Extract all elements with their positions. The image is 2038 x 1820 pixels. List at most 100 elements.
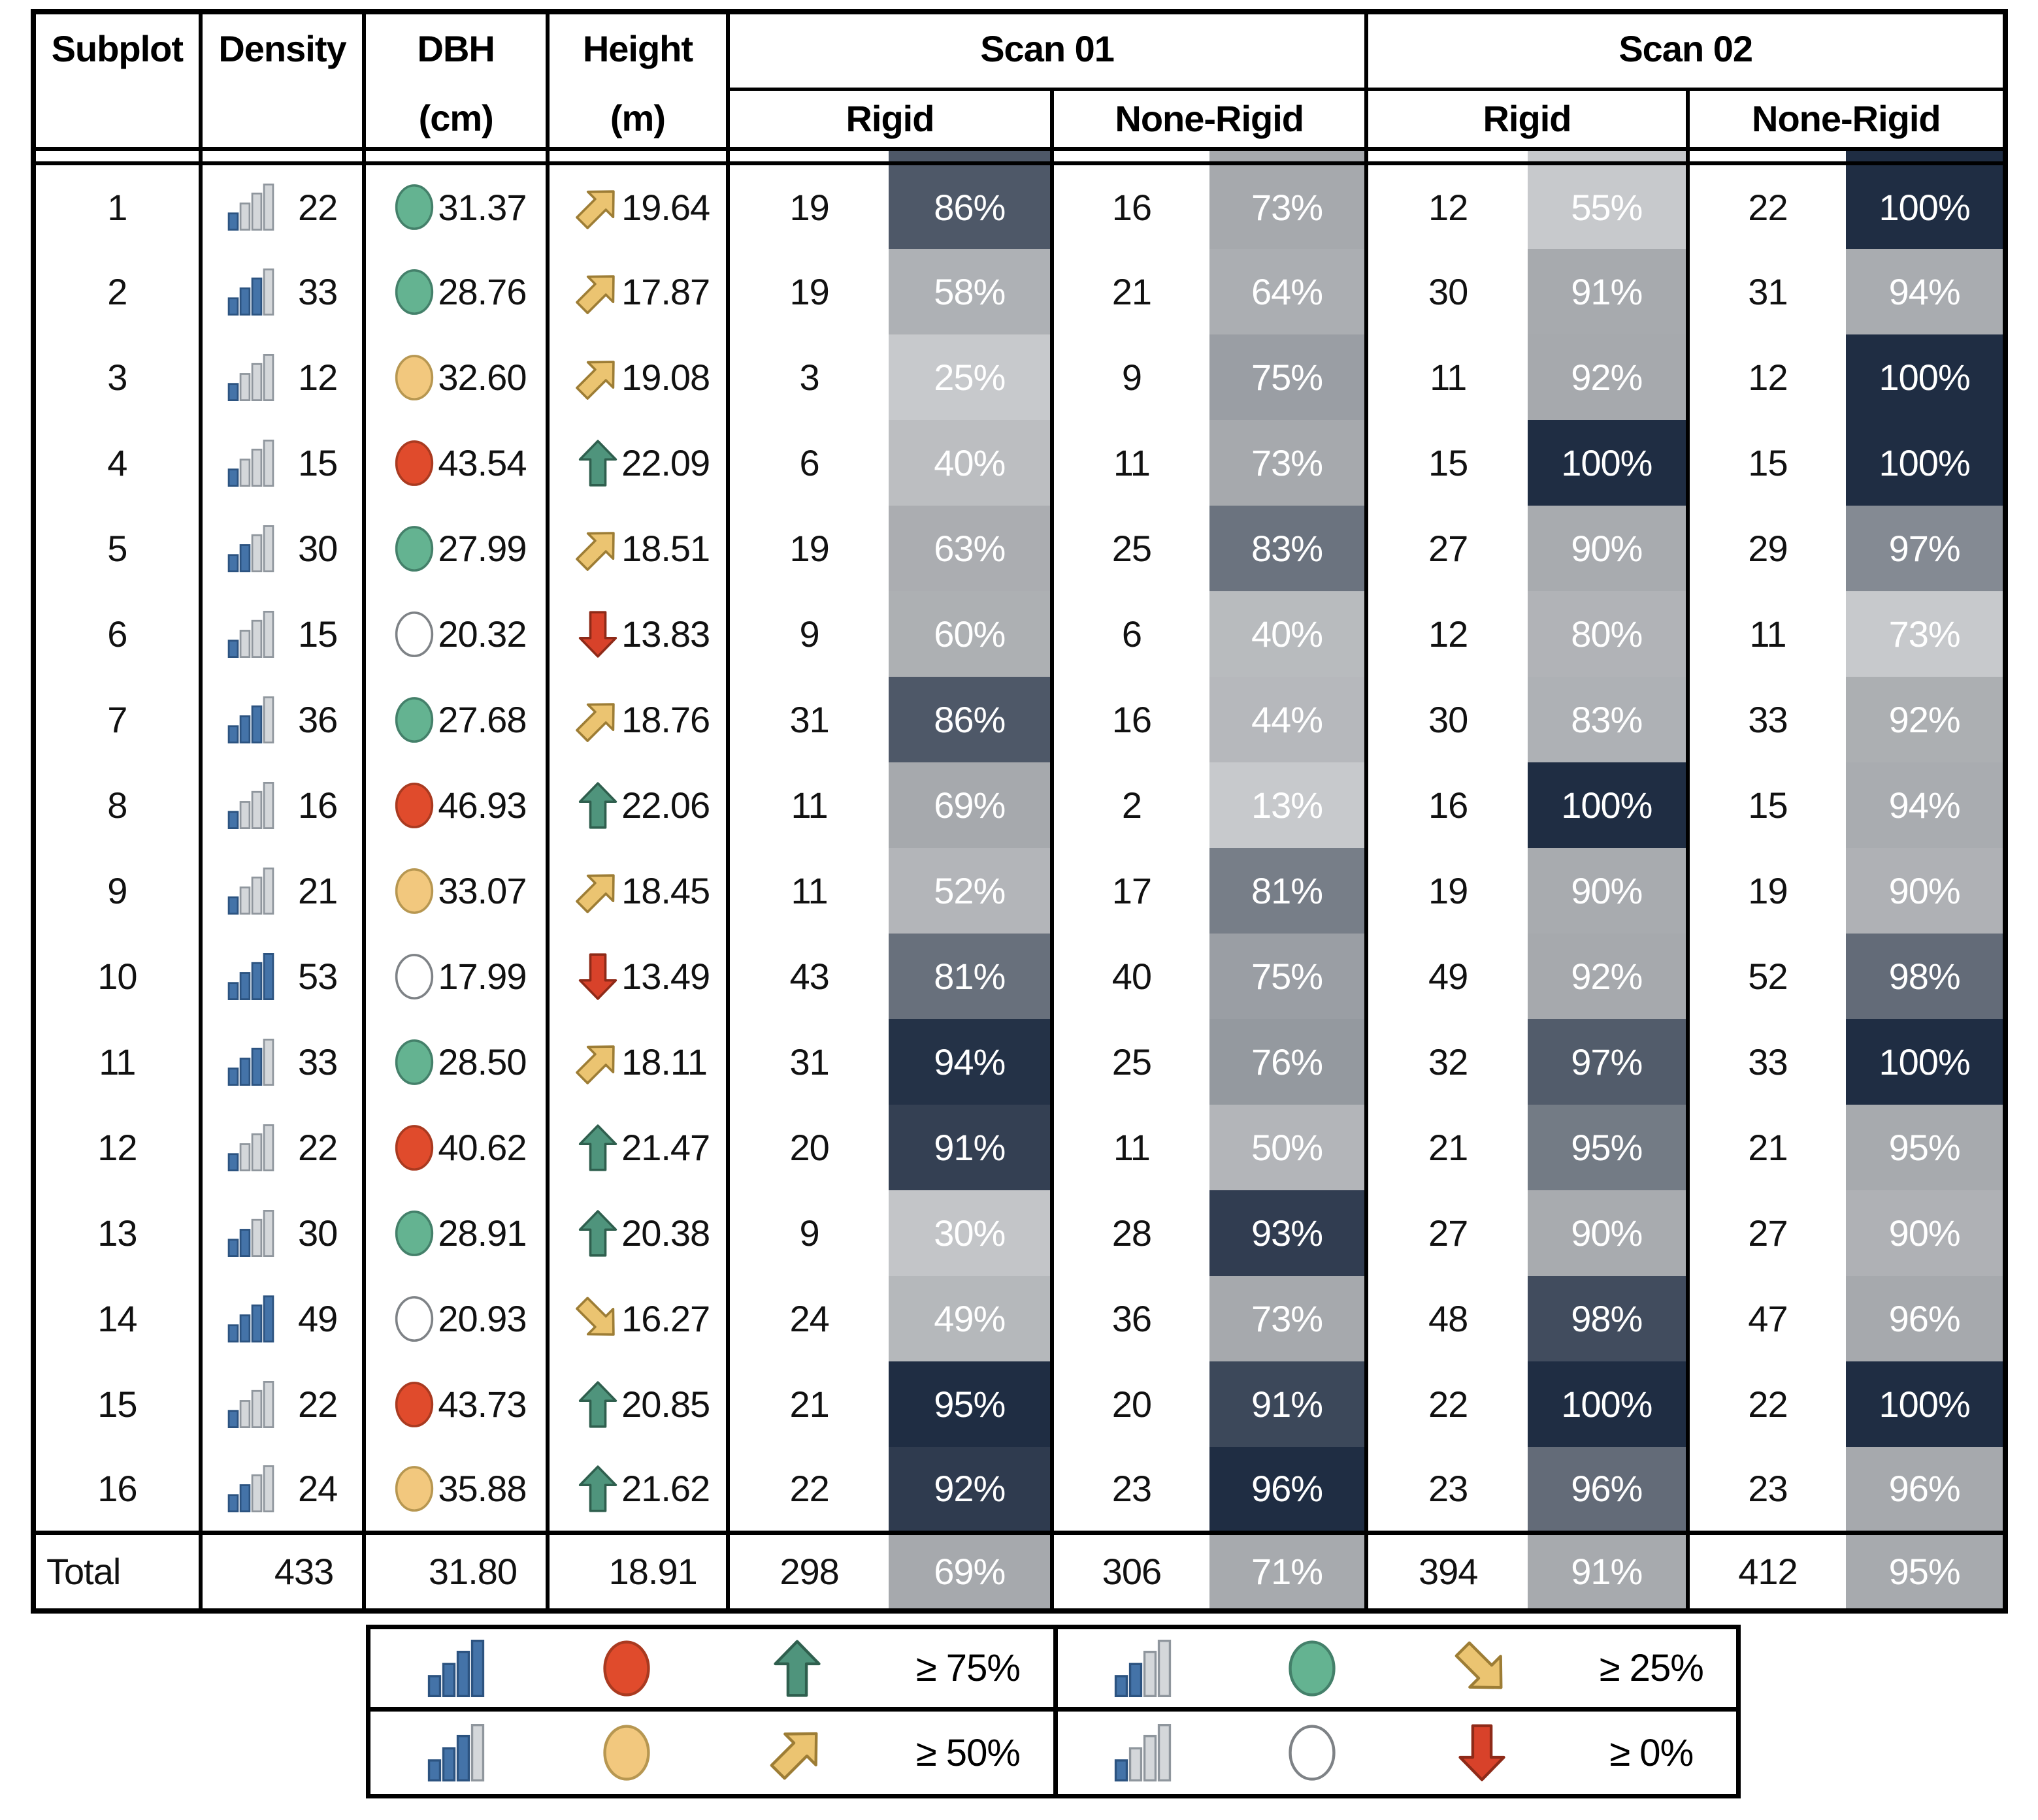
density-bars-icon (227, 610, 274, 658)
subplot-cell: 8 (33, 762, 203, 848)
height-arrow-icon (574, 1465, 621, 1512)
legend-arrow-icon (768, 1638, 826, 1698)
legend: ≥ 75% ≥ 25% ≥ 50% ≥ 0% (366, 1625, 1741, 1798)
col-header-dbh: DBH (364, 12, 550, 89)
total-row: Total 433 31.80 18.91 298 69% 306 71% 39… (33, 1530, 2005, 1611)
scan01-none-rigid-count: 28 (1052, 1190, 1209, 1276)
height-value: 21.62 (621, 1468, 710, 1510)
dbh-value: 43.54 (438, 442, 527, 483)
dbh-value: 46.93 (438, 785, 527, 826)
scan01-rigid-count: 19 (727, 506, 889, 591)
scan01-none-rigid-count: 36 (1052, 1276, 1209, 1361)
density-value: 30 (298, 528, 338, 569)
density-bars-icon (227, 268, 274, 316)
scan01-none-rigid-count: 25 (1052, 1019, 1209, 1105)
dbh-circle-icon (391, 268, 438, 316)
scan02-none-rigid-pct: 90% (1846, 1190, 2005, 1276)
dbh-circle-icon (391, 1381, 438, 1428)
density-cell: 33 (200, 1019, 367, 1105)
scan01-none-rigid-pct: 91% (1209, 1361, 1369, 1447)
table-row: 2 33 28.76 17.87 19 58% (33, 249, 2005, 334)
dbh-cell: 43.73 (364, 1361, 550, 1447)
subplot-cell: 5 (33, 506, 203, 591)
subplot-cell: 12 (33, 1105, 203, 1190)
height-value: 13.49 (621, 956, 710, 997)
dbh-cell: 46.93 (364, 762, 550, 848)
scan01-none-rigid-count: 40 (1052, 934, 1209, 1019)
scan02-none-rigid-count: 19 (1687, 848, 1847, 934)
height-cell: 21.62 (548, 1447, 730, 1533)
dbh-circle-icon (391, 611, 438, 658)
density-value: 33 (298, 271, 338, 312)
height-arrow-icon (574, 781, 621, 829)
scan02-rigid-pct: 100% (1527, 1361, 1690, 1447)
height-value: 19.64 (621, 186, 710, 228)
scan01-rigid-count: 43 (727, 934, 889, 1019)
dbh-circle-icon (391, 782, 438, 829)
scan01-none-rigid-pct: 13% (1209, 762, 1369, 848)
scan02-none-rigid-count: 15 (1687, 762, 1847, 848)
scan02-rigid-count: 49 (1366, 934, 1528, 1019)
col-header-scan01: Scan 01 (727, 12, 1369, 89)
height-cell: 20.85 (548, 1361, 730, 1447)
scan01-none-rigid-count: 11 (1052, 420, 1209, 506)
scan02-rigid-count: 32 (1366, 1019, 1528, 1105)
table-row: 10 53 17.99 13.49 43 81% (33, 934, 2005, 1019)
scan02-none-rigid-pct: 73% (1846, 591, 2005, 677)
scan01-rigid-count: 19 (727, 163, 889, 249)
dbh-value: 20.32 (438, 613, 527, 655)
dbh-cell: 28.76 (364, 249, 550, 334)
scan01-none-rigid-count: 16 (1052, 677, 1209, 762)
dbh-cell: 20.93 (364, 1276, 550, 1361)
height-arrow-icon (574, 696, 621, 743)
height-cell: 19.08 (548, 334, 730, 420)
scan02-rigid-count: 27 (1366, 1190, 1528, 1276)
dbh-circle-icon (391, 1295, 438, 1342)
scan02-none-rigid-count: 33 (1687, 677, 1847, 762)
scan01-none-rigid-count: 21 (1052, 249, 1209, 334)
scan01-none-rigid-pct: 96% (1209, 1447, 1369, 1533)
legend-threshold-label: ≥ 0% (1609, 1731, 1694, 1774)
table-row: 6 15 20.32 13.83 9 60% (33, 591, 2005, 677)
scan01-none-rigid-count: 16 (1052, 163, 1209, 249)
col-header-scan01-rigid: Rigid (727, 87, 1055, 151)
height-cell: 22.06 (548, 762, 730, 848)
dbh-circle-icon (391, 1465, 438, 1512)
dbh-circle-icon (391, 184, 438, 231)
height-arrow-icon (574, 1209, 621, 1257)
density-bars-icon (227, 525, 274, 572)
density-bars-icon (227, 1380, 274, 1428)
scan01-rigid-count: 31 (727, 1019, 889, 1105)
scan02-none-rigid-count: 22 (1687, 1361, 1847, 1447)
scan01-none-rigid-count: 6 (1052, 591, 1209, 677)
table-row: 7 36 27.68 18.76 31 86% (33, 677, 2005, 762)
scan01-rigid-pct: 49% (889, 1276, 1055, 1361)
legend-cell-0: ≥ 0% (1053, 1712, 1736, 1794)
scan02-rigid-pct: 80% (1527, 591, 1690, 677)
scan02-none-rigid-count: 31 (1687, 249, 1847, 334)
scan02-rigid-pct: 91% (1527, 249, 1690, 334)
scan01-rigid-pct: 40% (889, 420, 1055, 506)
density-cell: 22 (200, 163, 367, 249)
height-cell: 18.11 (548, 1019, 730, 1105)
height-cell: 21.47 (548, 1105, 730, 1190)
table-row: 16 24 35.88 21.62 22 92% (33, 1447, 2005, 1533)
scan02-rigid-pct: 83% (1527, 677, 1690, 762)
scan01-rigid-pct: 91% (889, 1105, 1055, 1190)
col-header-density: Density (200, 12, 367, 151)
dbh-circle-icon (391, 1210, 438, 1257)
height-arrow-icon (574, 525, 621, 572)
dbh-cell: 33.07 (364, 848, 550, 934)
density-value: 21 (298, 870, 338, 911)
scan01-rigid-pct: 30% (889, 1190, 1055, 1276)
subplot-cell: 1 (33, 163, 203, 249)
scan02-none-rigid-pct: 97% (1846, 506, 2005, 591)
dbh-value: 40.62 (438, 1127, 527, 1168)
dbh-cell: 28.91 (364, 1190, 550, 1276)
table-body: 1 22 31.37 19.64 19 86% (33, 163, 2005, 1533)
height-arrow-icon (574, 184, 621, 231)
scan02-rigid-count: 21 (1366, 1105, 1528, 1190)
scan02-rigid-count: 12 (1366, 163, 1528, 249)
scan01-rigid-pct: 94% (889, 1019, 1055, 1105)
